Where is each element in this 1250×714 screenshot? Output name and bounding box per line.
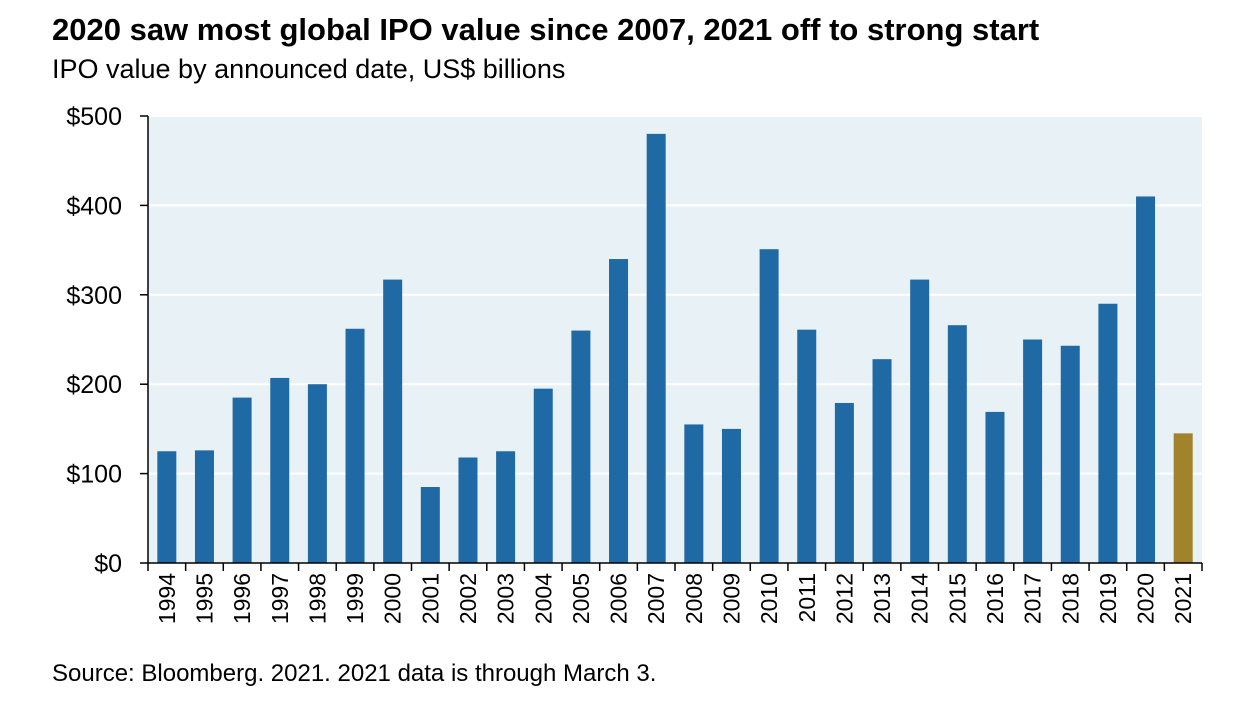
bar-2007	[646, 133, 666, 563]
bar-2005	[571, 330, 591, 563]
x-tick-label: 1997	[267, 573, 293, 624]
x-tick-label: 1998	[304, 573, 330, 624]
x-tick-label: 2012	[831, 573, 857, 624]
x-tick-label: 2019	[1095, 573, 1121, 624]
x-tick-label: 2000	[380, 573, 406, 624]
x-axis-tick-labels: 1994 1995 1996 1997 1998 1999 2000 2001 2002 2003…	[154, 573, 1196, 624]
x-tick-label: 2015	[944, 573, 970, 624]
bar-2018	[1060, 345, 1080, 563]
x-tick-label: 2021	[1170, 573, 1196, 624]
x-tick-label: 2003	[493, 573, 519, 624]
bar-1997	[270, 377, 290, 563]
x-tick-label: 2001	[417, 573, 443, 624]
bar-1999	[345, 328, 365, 563]
plot-area	[148, 116, 1202, 563]
x-tick-label: 2005	[568, 573, 594, 624]
x-tick-label: 2009	[718, 573, 744, 624]
chart-subtitle: IPO value by announced date, US$ billion…	[52, 54, 566, 84]
bar-2020	[1136, 196, 1156, 563]
bar-2010	[759, 249, 779, 563]
bar-1994	[157, 451, 177, 563]
bar-2001	[420, 487, 440, 563]
x-tick-label: 2010	[756, 573, 782, 624]
x-tick-label: 2016	[982, 573, 1008, 624]
x-tick-label: 2007	[643, 573, 669, 624]
bar-2015	[947, 325, 967, 563]
x-tick-label: 2014	[907, 573, 933, 624]
chart-title: 2020 saw most global IPO value since 200…	[52, 12, 1040, 47]
bar-2013	[872, 359, 892, 563]
x-tick-label: 2002	[455, 573, 481, 624]
bar-2011	[797, 329, 817, 563]
x-tick-label: 2013	[869, 573, 895, 624]
x-tick-label: 2017	[1020, 573, 1046, 624]
bar-2014	[910, 279, 930, 563]
bar-1996	[232, 397, 252, 563]
source-note: Source: Bloomberg. 2021. 2021 data is th…	[52, 660, 657, 687]
bars	[157, 133, 1193, 563]
x-tick-label: 2020	[1133, 573, 1159, 624]
bar-1995	[194, 450, 214, 563]
x-tick-label: 2006	[606, 573, 632, 624]
bar-2019	[1098, 303, 1118, 563]
bar-2009	[721, 428, 741, 563]
x-tick-label: 2008	[681, 573, 707, 624]
y-tick-label: $100	[66, 461, 122, 489]
bar-2016	[985, 411, 1005, 563]
y-tick-label: $0	[94, 550, 122, 578]
x-tick-label: 1995	[191, 573, 217, 624]
bar-2006	[609, 259, 629, 563]
bar-2012	[834, 402, 854, 563]
bar-2000	[383, 279, 403, 563]
y-axis-tick-labels: $0 $100 $200 $300 $400 $500	[66, 103, 122, 578]
x-tick-label: 2011	[794, 573, 820, 622]
bar-1998	[307, 384, 327, 563]
x-tick-label: 1994	[154, 573, 180, 624]
x-tick-label: 2018	[1057, 573, 1083, 624]
x-tick-label: 2004	[530, 573, 556, 624]
y-tick-label: $300	[66, 282, 122, 310]
bar-2017	[1023, 339, 1043, 563]
x-tick-label: 1999	[342, 573, 368, 624]
bar-2003	[496, 451, 516, 563]
axes	[140, 115, 1203, 571]
bar-2008	[684, 424, 704, 563]
bar-2004	[533, 388, 553, 563]
y-tick-label: $200	[66, 371, 122, 399]
bar-2002	[458, 457, 478, 563]
y-tick-label: $500	[66, 103, 122, 131]
y-tick-label: $400	[66, 192, 122, 220]
x-tick-label: 1996	[229, 573, 255, 624]
bar-2021	[1173, 433, 1193, 563]
